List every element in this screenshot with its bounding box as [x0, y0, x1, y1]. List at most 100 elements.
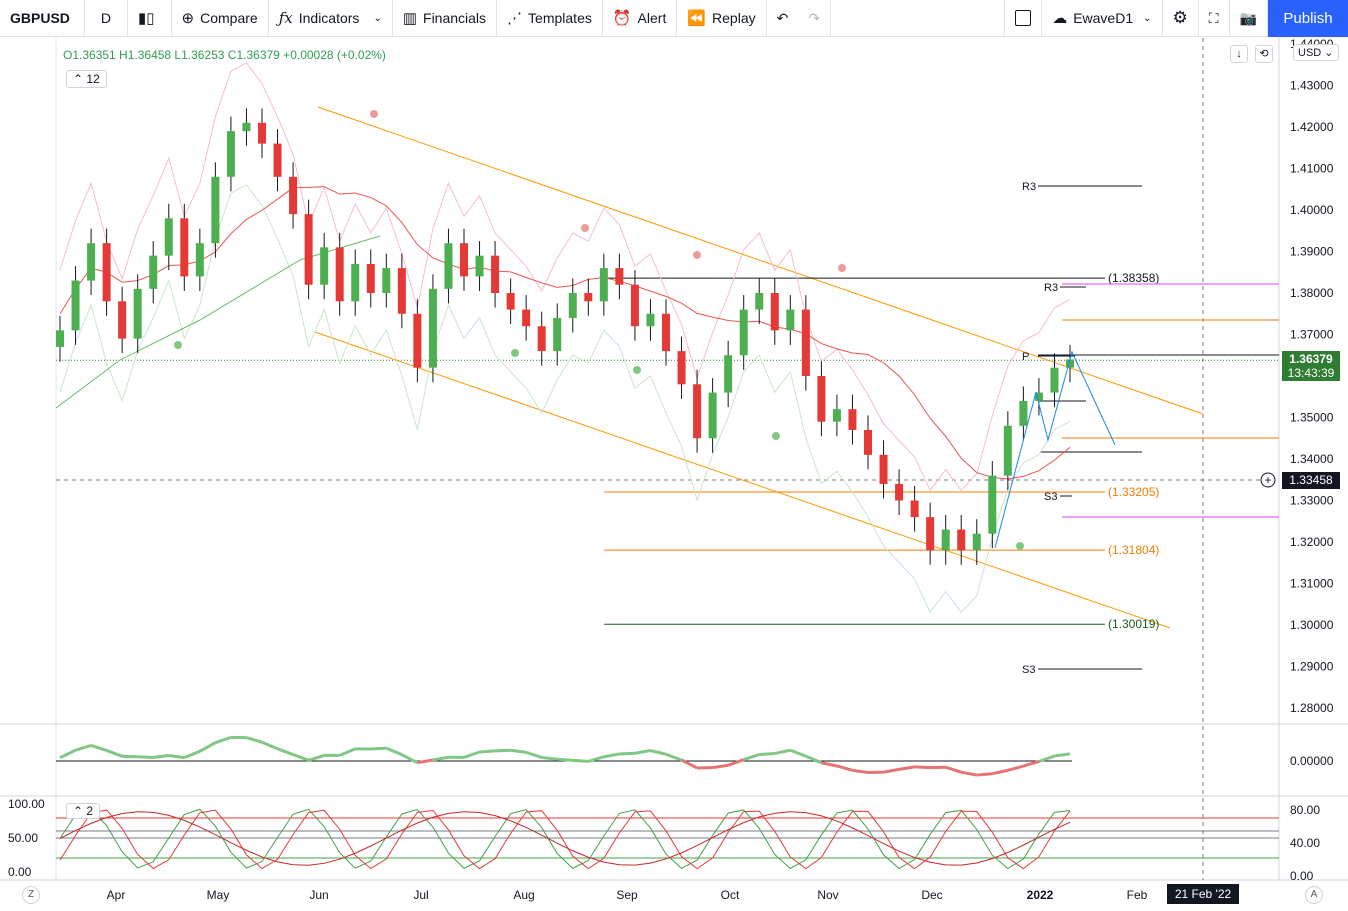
auto-scale-button[interactable]: A: [1305, 886, 1323, 904]
oscillator-segment: [75, 744, 92, 752]
oscillator-segment: [650, 749, 667, 756]
candle-body: [724, 355, 733, 393]
last-price-tag: 1.36379 13:43:39: [1282, 351, 1340, 381]
pivot-dot: [772, 432, 780, 440]
publish-button[interactable]: Publish: [1268, 0, 1348, 37]
templates-button[interactable]: ⋰ Templates: [497, 0, 603, 37]
oscillator-segment: [821, 761, 838, 768]
countdown: 13:43:39: [1287, 366, 1335, 380]
chart-type-button[interactable]: ▮▯: [128, 0, 172, 37]
candle-body: [211, 176, 220, 244]
band-upper: [59, 62, 1071, 492]
oscillator-segment: [727, 758, 745, 767]
zoom-z-button[interactable]: Z: [22, 886, 40, 904]
price-tick-label: 1.34000: [1290, 452, 1334, 466]
oscillator-segment: [261, 740, 279, 751]
snapshot-button[interactable]: 📷: [1230, 0, 1268, 37]
fullscreen-button[interactable]: ⛶: [1199, 0, 1230, 37]
gear-icon: ⚙: [1172, 8, 1188, 27]
price-tick-label: 1.41000: [1290, 162, 1334, 176]
oscillator-segment: [137, 755, 154, 760]
oscillator-segment: [122, 754, 138, 759]
candle-body: [149, 255, 158, 289]
oscillator-segment: [510, 748, 527, 754]
candle-body: [273, 143, 282, 177]
select-layout-button[interactable]: [1004, 0, 1043, 37]
chevron-down-icon: ⌄: [1143, 12, 1152, 24]
pivot-dot: [693, 251, 701, 259]
pivot-dot: [838, 264, 846, 272]
indicators-label: Indicators: [298, 10, 360, 26]
stoch-tick-left: 100.00: [8, 797, 45, 811]
compare-button[interactable]: ⊕ Compare: [172, 0, 269, 37]
candle-body: [879, 454, 888, 484]
time-label: Feb: [1127, 888, 1148, 902]
stoch-d-line: [59, 809, 1071, 870]
channel-lower: [314, 331, 1171, 629]
oscillator-segment: [743, 753, 760, 762]
candle-body: [164, 218, 173, 256]
settings-button[interactable]: ⚙: [1163, 0, 1199, 37]
scale-auto-button[interactable]: ⟲: [1255, 45, 1273, 63]
pivot-dot: [633, 366, 641, 374]
candle-body: [226, 131, 235, 177]
undo-button[interactable]: ↶: [767, 0, 799, 37]
candle-body: [444, 243, 453, 289]
price-tick-label: 1.31000: [1290, 577, 1334, 591]
time-label: 2022: [1027, 888, 1054, 902]
interval-button[interactable]: D: [85, 0, 129, 37]
replay-button[interactable]: ⏪ Replay: [677, 0, 767, 37]
elliott-wave-path: [994, 350, 1116, 549]
price-tick-label: 1.33000: [1290, 494, 1334, 508]
candle-body: [289, 176, 298, 215]
crosshair-date-tag: 21 Feb '22: [1167, 884, 1239, 904]
financials-button[interactable]: ▥ Financials: [393, 0, 498, 37]
oscillator-segment: [1007, 764, 1024, 772]
oscillator-segment: [199, 741, 217, 753]
layout-name-button[interactable]: ☁ EwaveD1 ⌄: [1042, 0, 1163, 37]
price-tick-label: 1.40000: [1290, 203, 1334, 217]
candle-body: [242, 122, 251, 132]
oscillator-segment: [495, 748, 511, 753]
financials-icon: ▥: [402, 10, 418, 27]
alert-button[interactable]: ⏰ Alert: [603, 0, 678, 37]
price-tick-label: 1.30000: [1290, 618, 1334, 632]
oscillator-segment: [432, 755, 449, 762]
price-tick-label: 1.29000: [1290, 660, 1334, 674]
pivot-label: R3: [1044, 282, 1058, 294]
candle-body: [972, 533, 981, 551]
oscillator-segment: [463, 750, 481, 759]
oscillator-segment: [308, 753, 325, 762]
pivot-dot: [511, 349, 519, 357]
pivot-dot: [1016, 542, 1024, 550]
currency-button[interactable]: USD ⌄: [1293, 44, 1339, 61]
price-tick-label: 1.38000: [1290, 286, 1334, 300]
candle-body: [739, 309, 748, 356]
oscillator-segment: [883, 767, 900, 774]
candle-body: [351, 263, 360, 302]
pivot-label: R3: [1022, 181, 1036, 193]
indicators-button[interactable]: ƒx Indicators ⌄: [269, 0, 393, 37]
indicator-toggle[interactable]: ⌃ 12: [66, 70, 107, 88]
oscillator-segment: [292, 753, 310, 762]
oscillator-segment: [541, 755, 558, 761]
candle-body: [895, 483, 904, 501]
oscillator-segment: [634, 749, 651, 755]
oscillator-segment: [991, 768, 1009, 776]
symbol-search[interactable]: GBPUSD: [0, 0, 85, 37]
layout-name: EwaveD1: [1073, 10, 1134, 26]
oscillator-segment: [106, 749, 123, 758]
oscillator-segment: [417, 758, 434, 765]
candle-body: [320, 247, 329, 285]
band-lower: [59, 184, 1071, 614]
sub-indicator-toggle[interactable]: ⌃ 2: [66, 803, 101, 819]
candle-body: [133, 288, 142, 339]
candle-body: [864, 429, 872, 455]
oscillator-segment: [680, 758, 698, 770]
scale-down-button[interactable]: ↓: [1230, 45, 1248, 63]
oscillator-segment: [401, 753, 419, 765]
fib-level-label: (1.30019): [1108, 617, 1159, 631]
redo-button[interactable]: ↷: [798, 0, 832, 37]
candle-body: [71, 280, 80, 331]
